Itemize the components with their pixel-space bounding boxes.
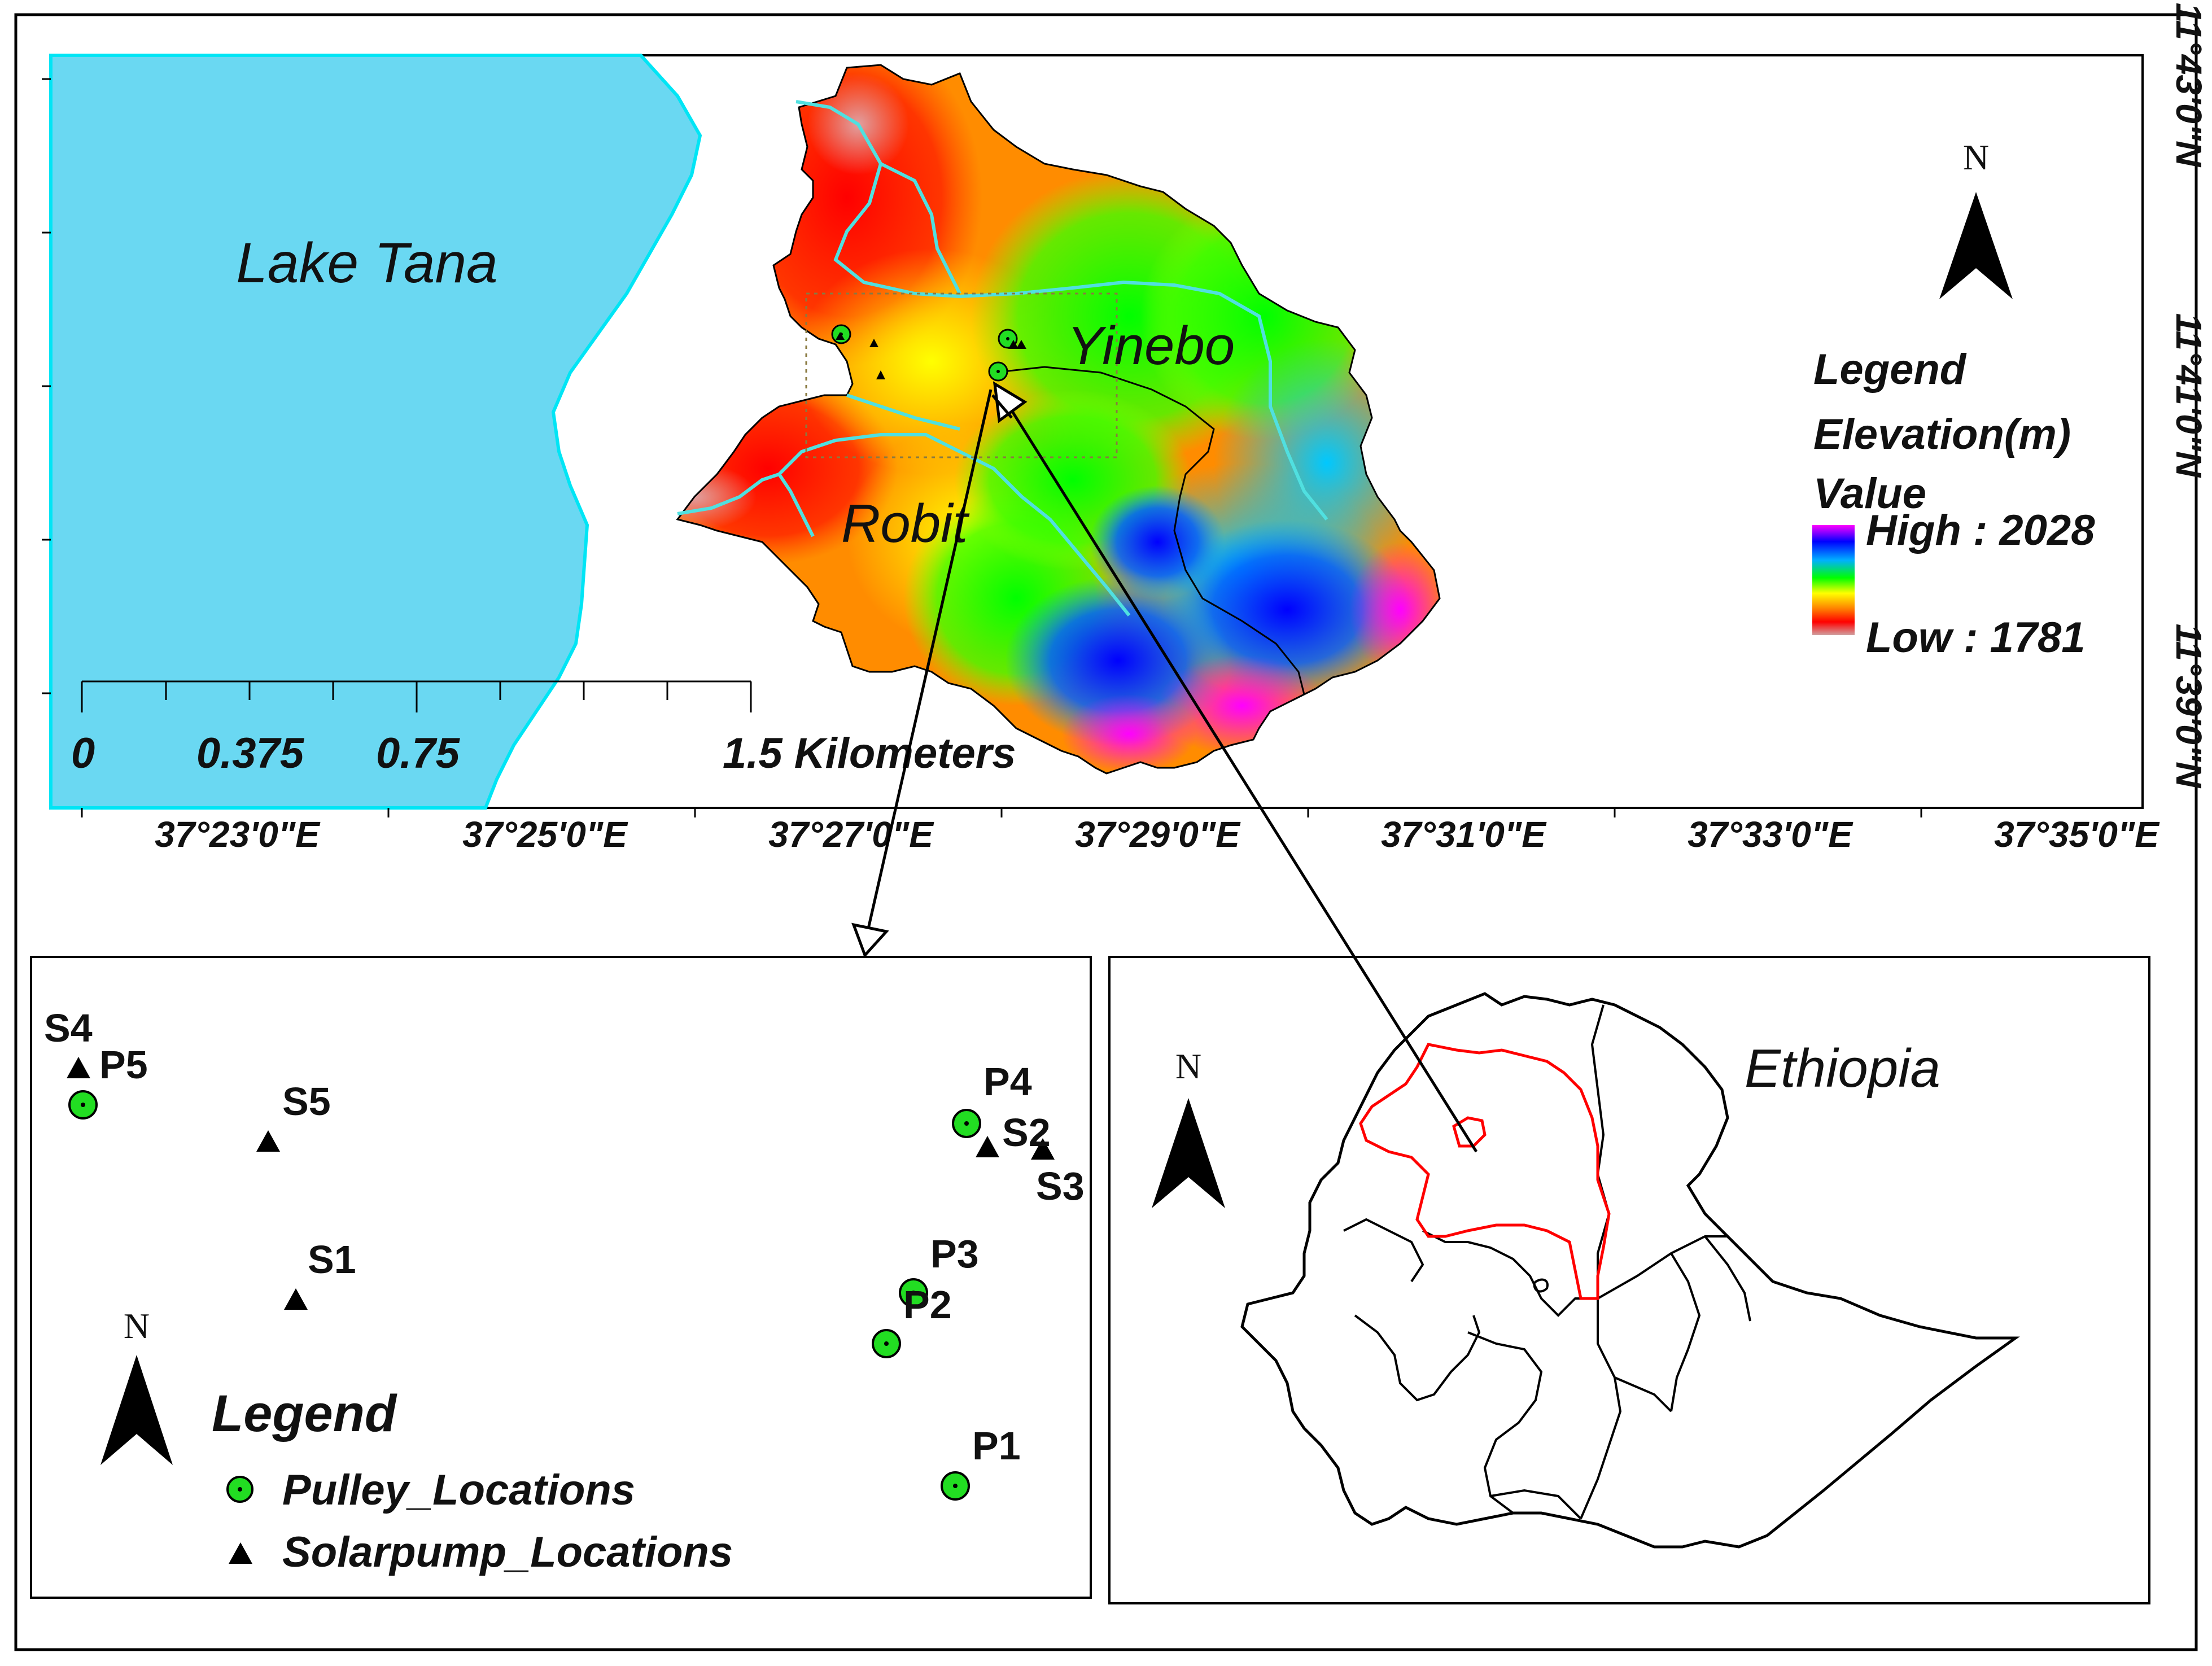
points-legend-title: Legend bbox=[212, 1385, 397, 1442]
north-arrow-icon bbox=[100, 1355, 173, 1465]
lon-axis bbox=[81, 808, 1922, 817]
point-markers bbox=[67, 1057, 1055, 1501]
ethiopia-outline bbox=[1240, 992, 2020, 1549]
point-label-s5: S5 bbox=[282, 1079, 331, 1123]
country-north-arrow: N bbox=[1152, 1046, 1225, 1208]
scale-label-0: 0 bbox=[71, 729, 95, 777]
solar-legend-icon bbox=[229, 1542, 252, 1564]
elevation-legend: Legend Elevation(m) Value High : 2028 Lo… bbox=[1812, 346, 2095, 662]
points-north-label: N bbox=[124, 1306, 150, 1346]
scale-label-15km: 1.5 Kilometers bbox=[723, 729, 1016, 777]
lat-axis bbox=[42, 78, 51, 694]
point-label-p2: P2 bbox=[903, 1283, 952, 1327]
solar-marker bbox=[1031, 1138, 1055, 1160]
point-label-s2: S2 bbox=[1002, 1110, 1051, 1155]
country-north-label: N bbox=[1175, 1046, 1201, 1086]
point-label-s3: S3 bbox=[1036, 1164, 1085, 1208]
figure-frame bbox=[14, 13, 2198, 1651]
point-label-p3: P3 bbox=[930, 1232, 979, 1276]
elev-legend-subtitle: Elevation(m) bbox=[1813, 410, 2071, 458]
lon-label: 37°35'0"E bbox=[1994, 814, 2160, 855]
watershed-outline bbox=[676, 64, 1441, 775]
study-area-outline bbox=[1452, 1116, 1487, 1148]
arrow-head-open bbox=[851, 922, 889, 958]
elev-legend-title: Legend bbox=[1813, 346, 1967, 393]
lake-tana-label: Lake Tana bbox=[236, 231, 497, 295]
amhara-region-outline bbox=[1359, 1043, 1611, 1300]
point-label-p5: P5 bbox=[99, 1043, 148, 1087]
points-legend: Legend Pulley_Locations Solarpump_Locati… bbox=[212, 1385, 733, 1576]
scale-bar: 0 0.375 0.75 1.5 Kilometers bbox=[71, 680, 1016, 777]
lon-label: 37°33'0"E bbox=[1688, 814, 1853, 855]
lat-label: 11°41'0"N bbox=[2169, 313, 2209, 478]
point-label-s4: S4 bbox=[44, 1006, 93, 1050]
lon-label: 37°23'0"E bbox=[155, 814, 321, 855]
lon-label: 37°29'0"E bbox=[1075, 814, 1241, 855]
point-labels: S4 P5 S5 S1 P4 S2 S3 P3 P2 P1 bbox=[44, 1006, 1085, 1468]
points-inset-frame bbox=[30, 956, 1092, 1599]
lat-tick-labels: 11°43'0"N 11°41'0"N 11°39'0"N bbox=[2169, 3, 2209, 789]
ethiopia-label: Ethiopia bbox=[1745, 1038, 1940, 1099]
elev-legend-field: Value bbox=[1813, 470, 1926, 518]
point-label-p4: P4 bbox=[983, 1060, 1032, 1104]
lon-label: 37°25'0"E bbox=[462, 814, 628, 855]
lake-tana bbox=[49, 54, 702, 810]
yinebo-label: Yinebo bbox=[1067, 316, 1235, 376]
elev-high-label: High : 2028 bbox=[1866, 506, 2095, 554]
north-arrow-icon bbox=[1939, 192, 2013, 299]
region-boundaries bbox=[1343, 1004, 1751, 1520]
lon-tick-labels: 37°23'0"E 37°25'0"E 37°27'0"E 37°29'0"E … bbox=[155, 814, 2160, 855]
solar-marker bbox=[976, 1136, 999, 1157]
main-north-label: N bbox=[1963, 137, 1989, 177]
points-north-arrow: N bbox=[100, 1306, 173, 1465]
solar-marker bbox=[284, 1288, 308, 1310]
main-north-arrow: N bbox=[1939, 137, 2013, 299]
robit-label: Robit bbox=[841, 493, 969, 554]
main-map: Lake Tana bbox=[42, 3, 2209, 855]
points-inset: S4 P5 S5 S1 P4 S2 S3 P3 P2 P1 N Legend P… bbox=[30, 956, 1092, 1599]
point-label-p1: P1 bbox=[972, 1424, 1021, 1468]
point-label-s1: S1 bbox=[308, 1238, 356, 1282]
main-map-points bbox=[831, 324, 1026, 382]
subwatershed-divide bbox=[993, 366, 1305, 695]
scale-label-075: 0.75 bbox=[376, 729, 461, 777]
arrow-to-main-map bbox=[1000, 394, 1478, 1153]
lat-label: 11°43'0"N bbox=[2169, 3, 2209, 168]
elev-low-label: Low : 1781 bbox=[1866, 614, 2086, 662]
elev-color-ramp bbox=[1812, 525, 1855, 635]
solar-marker bbox=[256, 1130, 280, 1152]
arrow-to-points-inset bbox=[862, 389, 993, 949]
pulley-legend-label: Pulley_Locations bbox=[282, 1466, 635, 1514]
lon-label: 37°31'0"E bbox=[1381, 814, 1547, 855]
scale-label-0375: 0.375 bbox=[196, 729, 305, 777]
north-arrow-icon bbox=[1152, 1098, 1225, 1208]
solar-marker bbox=[67, 1057, 90, 1078]
lat-label: 11°39'0"N bbox=[2169, 624, 2209, 789]
lon-label: 37°27'0"E bbox=[768, 814, 934, 855]
country-inset: Ethiopia N bbox=[1108, 956, 2150, 1604]
rivers bbox=[677, 100, 1328, 616]
connector-arrows bbox=[851, 381, 1478, 1153]
solar-legend-label: Solarpump_Locations bbox=[282, 1528, 733, 1576]
